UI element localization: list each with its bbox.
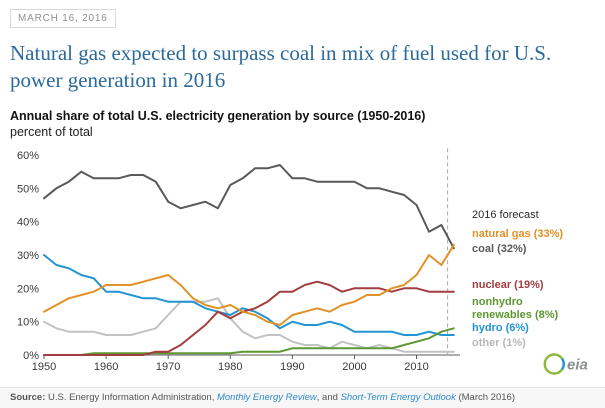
chart-annotation: renewables (8%) — [472, 309, 559, 322]
series-line-nuclear — [43, 280, 455, 356]
chart-axis-unit-label: percent of total — [10, 124, 93, 139]
chart-area: 0% 10% 20% 30% 40% 50% 60% 1950 1960 1970 1980 1990… — [10, 141, 605, 375]
chart-annotation: 2016 forecast — [472, 209, 539, 222]
eia-logo: eia — [539, 349, 593, 384]
chart-annotation: other (1%) — [472, 337, 526, 350]
x-tick-label: 1970 — [156, 361, 180, 373]
chart-annotation: hydro (6%) — [472, 322, 529, 335]
article-date: MARCH 16, 2016 — [10, 9, 116, 28]
series-line-nonhydro-renewables — [43, 327, 455, 356]
source-text-mid: , and — [316, 392, 341, 403]
series-line-other — [43, 297, 455, 353]
x-tick-label: 1980 — [218, 361, 242, 373]
y-tick-label: 0% — [23, 350, 39, 362]
x-tick-label: 1950 — [32, 361, 56, 373]
source-text: U.S. Energy Information Administration, — [45, 392, 217, 403]
chart-heading: Annual share of total U.S. electricity g… — [10, 108, 426, 123]
x-tick-label: 1960 — [94, 361, 118, 373]
chart-plot: 0% 10% 20% 30% 40% 50% 60% 1950 1960 1970 1980 1990… — [17, 148, 460, 373]
source-text-suffix: (March 2016) — [455, 392, 515, 403]
chart-annotation: nuclear (19%) — [472, 279, 544, 292]
source-link-short-term-energy-outlook[interactable]: Short-Term Energy Outlook — [340, 392, 456, 403]
chart-annotation: coal (32%) — [472, 242, 527, 255]
source-label: Source: — [10, 392, 46, 403]
y-tick-label: 50% — [17, 183, 39, 195]
eia-logo-green-arc — [543, 353, 563, 375]
y-tick-label: 10% — [17, 316, 39, 328]
y-tick-label: 60% — [17, 150, 39, 162]
x-tick-label: 2000 — [342, 361, 366, 373]
x-tick-label: 2010 — [404, 361, 428, 373]
chart-annotation: natural gas (33%) — [472, 227, 564, 240]
article-card: MARCH 16, 2016 Natural gas expected to s… — [10, 9, 605, 375]
chart-annotation: nonhydro — [472, 296, 523, 309]
x-tick-label: 1990 — [280, 361, 304, 373]
chart-annotations: 2016 forecast natural gas (33%) coal (32%)… — [470, 141, 602, 375]
y-tick-label: 30% — [17, 250, 39, 262]
series-line-natural-gas — [43, 243, 455, 326]
y-tick-label: 20% — [17, 283, 39, 295]
source-link-monthly-energy-review[interactable]: Monthly Energy Review — [216, 392, 317, 403]
eia-logo-mark: eia — [543, 353, 588, 375]
chart-section: Annual share of total U.S. electricity g… — [10, 109, 605, 375]
series-line-coal — [43, 163, 455, 250]
series-line-hydro — [43, 253, 455, 336]
source-line: Source: U.S. Energy Information Administ… — [0, 387, 605, 408]
y-tick-label: 40% — [17, 216, 39, 228]
eia-logo-blue-arc — [560, 357, 565, 371]
eia-logo-text: eia — [567, 357, 588, 374]
page-title: Natural gas expected to surpass coal in … — [10, 41, 552, 92]
